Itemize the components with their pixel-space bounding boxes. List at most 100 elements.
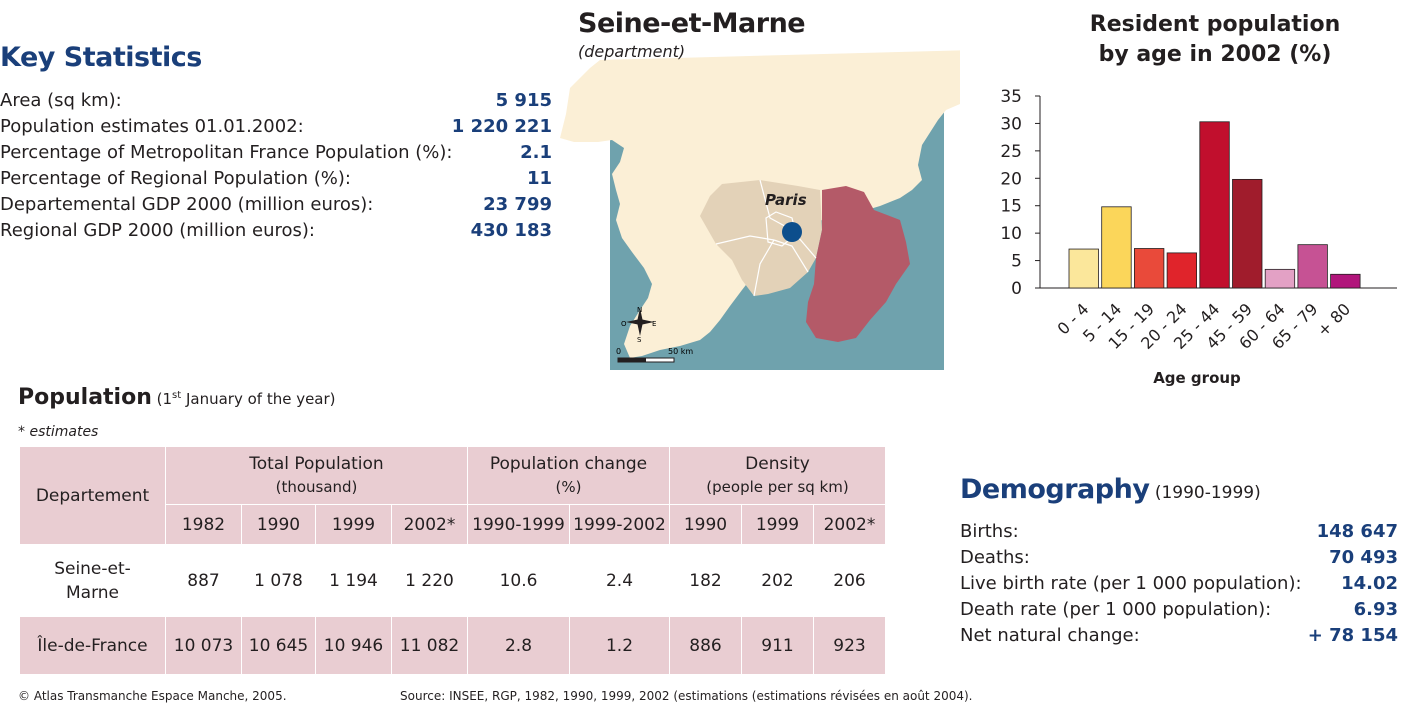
table-cell: 2.4 [569,544,670,617]
demography-label: Net natural change: [960,625,1140,646]
map-subtitle: (department) [578,42,686,61]
demography-period: (1990-1999) [1149,483,1261,503]
table-cell: 911 [741,616,814,675]
bar [1199,121,1230,289]
x-axis-label: Age group [1153,369,1241,387]
population-title-text: Population [18,385,152,410]
table-cell: 2.8 [467,616,570,675]
demography-title: Demography (1990-1999) [960,474,1261,505]
paris-label: Paris [765,191,807,209]
bar [1297,244,1328,289]
header-departement: Departement [19,446,166,545]
y-tick-label: 30 [1000,114,1022,134]
year-cell: 1990 [669,504,742,545]
table-cell: 1 220 [391,544,468,617]
demography-row: Death rate (per 1 000 population): 6.93 [960,597,1400,623]
key-statistics-title: Key Statistics [0,42,202,73]
paris-marker [782,222,802,242]
estimates-note: * estimates [18,424,99,440]
demography-row: Deaths: 70 493 [960,545,1400,571]
bar [1133,248,1165,289]
demography-row: Live birth rate (per 1 000 population): 1… [960,571,1400,597]
year-cell: 1990 [241,504,316,545]
key-stat-row: Percentage of Regional Population (%): 11 [0,166,560,192]
scale-start-label: 0 [616,347,621,356]
key-stat-row: Percentage of Metropolitan France Popula… [0,140,560,166]
y-tick-label: 5 [1011,252,1022,272]
key-stat-row: Regional GDP 2000 (million euros): 430 18… [0,218,560,244]
table-cell: 10.6 [467,544,570,617]
demography-row: Net natural change: + 78 154 [960,623,1400,649]
demography-label: Births: [960,521,1019,542]
demography-value: + 78 154 [1307,625,1398,646]
key-stat-value: 11 [526,168,552,189]
demography-label: Live birth rate (per 1 000 population): [960,573,1302,594]
year-cell: 1999 [315,504,392,545]
table-cell: 182 [669,544,742,617]
compass-s: S [637,336,642,344]
bar [1068,248,1099,289]
demography-value: 6.93 [1353,599,1398,620]
table-row: Île-de-France 10 073 10 645 10 946 11 08… [19,616,886,675]
demography-value: 148 647 [1316,521,1398,542]
key-stat-label: Percentage of Metropolitan France Popula… [0,142,453,163]
population-note: (1st January of the year) [151,390,336,408]
key-stat-value: 2.1 [520,142,552,163]
y-tick-label: 25 [1000,142,1022,162]
row-name: Seine-et-Marne [19,544,166,617]
population-table: Departement Total Population (thousand) P… [19,446,886,675]
scale-bar: 0 50 km [616,347,693,363]
y-tick-label: 35 [1000,87,1022,107]
table-cell: 10 073 [165,616,242,675]
compass-icon: N S E O [621,306,656,344]
key-stat-value: 23 799 [483,194,552,215]
key-stat-label: Percentage of Regional Population (%): [0,168,351,189]
key-stat-row: Population estimates 01.01.2002: 1 220 22… [0,114,560,140]
year-cell: 2002* [391,504,468,545]
table-header-row: Departement Total Population (thousand) P… [19,446,886,545]
table-cell: 887 [165,544,242,617]
demography-value: 70 493 [1329,547,1398,568]
key-stat-value: 5 915 [495,90,552,111]
demography-label: Deaths: [960,547,1030,568]
demography-list: Births: 148 647 Deaths: 70 493 Live birth … [960,519,1400,649]
y-tick-label: 20 [1000,169,1022,189]
x-tick-label: + 80 [1313,299,1354,340]
table-cell: 1 078 [241,544,316,617]
table-cell: 202 [741,544,814,617]
bar [1166,252,1198,289]
demography-row: Births: 148 647 [960,519,1400,545]
source-note: Source: INSEE, RGP, 1982, 1990, 1999, 20… [400,689,973,703]
year-cell: 1990-1999 [467,504,570,545]
header-density: Density (people per sq km) [669,446,886,505]
year-cell: 2002* [813,504,886,545]
table-cell: 10 946 [315,616,392,675]
table-cell: 206 [813,544,886,617]
year-cell: 1999 [741,504,814,545]
demography-value: 14.02 [1341,573,1398,594]
table-cell: 10 645 [241,616,316,675]
population-title: Population (1st January of the year) [18,385,336,410]
key-stat-label: Population estimates 01.01.2002: [0,116,304,137]
compass-n: N [637,306,642,314]
scale-end-label: 50 km [668,347,693,356]
key-stat-row: Area (sq km): 5 915 [0,88,560,114]
map-seine-et-marne [806,186,910,342]
bar [1232,178,1263,289]
key-stat-label: Departemental GDP 2000 (million euros): [0,194,374,215]
compass-e: E [652,320,656,328]
table-cell: 1.2 [569,616,670,675]
chart-title-line: by age in 2002 (%) [1098,42,1332,67]
table-row: Seine-et-Marne 887 1 078 1 194 1 220 10.… [19,544,886,617]
chart-title: Resident population by age in 2002 (%) [1085,10,1345,70]
chart-title-line: Resident population [1089,12,1341,37]
y-tick-label: 10 [1000,224,1022,244]
header-population-change: Population change (%) [467,446,670,505]
bar [1264,268,1296,289]
key-stat-value: 1 220 221 [451,116,552,137]
row-name: Île-de-France [19,616,166,675]
y-tick-label: 0 [1011,279,1022,299]
compass-o: O [621,320,627,328]
table-cell: 1 194 [315,544,392,617]
